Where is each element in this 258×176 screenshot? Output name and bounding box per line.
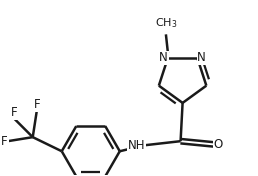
Text: F: F — [1, 135, 8, 148]
Text: N: N — [159, 51, 168, 64]
Text: NH: NH — [128, 139, 145, 152]
Text: CH$_3$: CH$_3$ — [155, 16, 177, 30]
Text: N: N — [197, 51, 206, 64]
Text: F: F — [34, 98, 40, 111]
Text: O: O — [214, 138, 223, 151]
Text: F: F — [11, 106, 18, 119]
